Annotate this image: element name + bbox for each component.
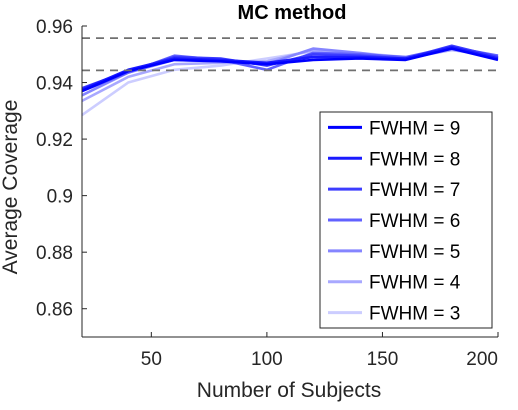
legend-entry: FWHM = 5 xyxy=(369,242,460,263)
legend-entry: FWHM = 6 xyxy=(369,211,460,232)
x-axis-label: Number of Subjects xyxy=(197,379,381,402)
y-tick-label: 0.94 xyxy=(36,74,73,95)
legend-entry: FWHM = 8 xyxy=(369,149,460,170)
y-tick-label: 0.92 xyxy=(36,130,73,151)
legend: FWHM = 9 FWHM = 8 FWHM = 7 FWHM = 6 FWHM = 5… xyxy=(319,111,493,329)
chart-title: MC method xyxy=(238,2,347,24)
x-tick-label: 150 xyxy=(367,349,399,370)
x-tick-label: 100 xyxy=(251,349,283,370)
legend-entry: FWHM = 9 xyxy=(369,118,460,139)
axes: 50 100 150 200 0.86 0.88 0.9 0.92 0.94 0.96 xyxy=(36,17,499,370)
y-tick-label: 0.9 xyxy=(47,187,73,208)
x-tick-label: 200 xyxy=(466,349,498,370)
y-tick-label: 0.88 xyxy=(36,243,73,264)
plot-area xyxy=(81,37,499,117)
x-tick-label: 50 xyxy=(141,349,162,370)
legend-entry: FWHM = 3 xyxy=(369,304,460,325)
y-tick-label: 0.96 xyxy=(36,17,73,38)
y-tick-label: 0.86 xyxy=(36,300,73,321)
legend-entry: FWHM = 7 xyxy=(369,180,460,201)
series-line-2 xyxy=(81,45,499,91)
legend-entry: FWHM = 4 xyxy=(369,273,461,294)
series-line-1 xyxy=(81,47,499,93)
y-axis-label: Average Coverage xyxy=(0,100,22,275)
